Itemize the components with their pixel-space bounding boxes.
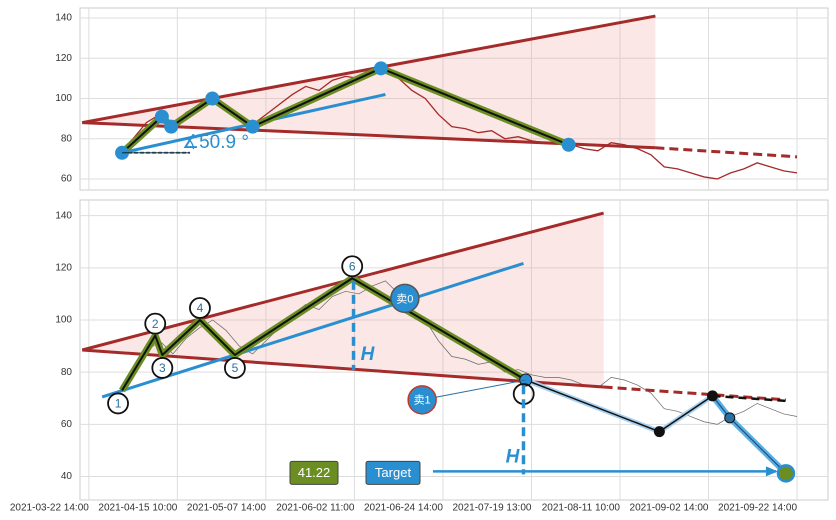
height-label: H xyxy=(506,446,521,467)
point-label: 6 xyxy=(349,259,356,273)
pivot-point xyxy=(164,119,179,134)
x-tick-label: 2021-04-15 10:00 xyxy=(98,503,177,514)
x-tick-label: 2021-09-22 14:00 xyxy=(718,503,797,514)
sell-label: 卖1 xyxy=(414,394,431,407)
point-label-circle xyxy=(151,357,174,379)
point-label: 3 xyxy=(159,361,166,375)
pivot-point xyxy=(373,61,388,76)
target-point xyxy=(776,464,796,483)
upper-line xyxy=(81,14,656,125)
lower-line xyxy=(82,348,604,389)
sell-signal xyxy=(390,283,420,314)
zigzag-line xyxy=(121,277,527,391)
point-label: 1 xyxy=(115,397,122,411)
x-tick-label: 2021-05-07 14:00 xyxy=(187,503,266,514)
y-tick-label: 140 xyxy=(55,210,72,221)
y-tick-label: 40 xyxy=(61,471,73,482)
point-label-circle xyxy=(189,297,211,319)
y-tick-label: 120 xyxy=(55,53,72,64)
pivot-point xyxy=(205,91,220,106)
sell-label: 卖0 xyxy=(396,292,413,305)
pivot-point xyxy=(115,145,130,160)
point-label-circle xyxy=(107,392,129,415)
y-tick-label: 80 xyxy=(61,367,73,378)
pattern-fill xyxy=(82,16,656,148)
x-tick-label: 2021-06-24 14:00 xyxy=(364,503,443,514)
target-value-box xyxy=(289,460,339,485)
sell-connector xyxy=(422,379,526,401)
x-tick-label: 2021-06-02 11:00 xyxy=(276,503,355,514)
x-tick-label: 2021-07-19 13:00 xyxy=(452,503,531,514)
trend-line xyxy=(101,261,524,399)
pivot-point xyxy=(154,109,169,124)
y-tick-label: 60 xyxy=(61,174,73,185)
point-label: 4 xyxy=(197,301,204,315)
angle-label: ∡50.9 ° xyxy=(182,132,249,153)
point-label: 5 xyxy=(232,361,239,375)
y-tick-label: 60 xyxy=(61,419,73,430)
projection-point xyxy=(653,426,665,438)
x-tick-label: 2021-09-02 14:00 xyxy=(630,503,709,514)
x-tick-label: 2021-08-11 10:00 xyxy=(542,503,621,514)
point-label-circle xyxy=(144,312,167,335)
y-tick-label: 100 xyxy=(55,93,72,104)
sell-signal xyxy=(407,385,437,415)
y-tick-label: 80 xyxy=(61,133,73,144)
target-label: Target xyxy=(375,465,412,480)
pivot-point xyxy=(561,137,576,152)
height-label: H xyxy=(361,344,376,365)
target-arrowhead xyxy=(765,466,778,477)
lower-line-projection xyxy=(655,146,798,159)
pivot-point xyxy=(245,119,260,134)
point-label: 2 xyxy=(152,317,159,331)
lower-line-projection xyxy=(603,385,787,402)
point-label-circle xyxy=(341,255,364,278)
pattern-fill xyxy=(82,213,604,388)
y-tick-label: 100 xyxy=(55,315,72,326)
projection-point xyxy=(724,412,736,424)
point-label-circle xyxy=(224,357,246,379)
y-tick-label: 120 xyxy=(55,262,72,273)
y-tick-label: 140 xyxy=(55,13,72,24)
projection-point xyxy=(706,390,718,402)
plot-area xyxy=(79,199,829,501)
target-value: 41.22 xyxy=(298,465,331,480)
target-box xyxy=(365,460,421,485)
x-tick-label: 2021-03-22 14:00 xyxy=(10,503,89,514)
